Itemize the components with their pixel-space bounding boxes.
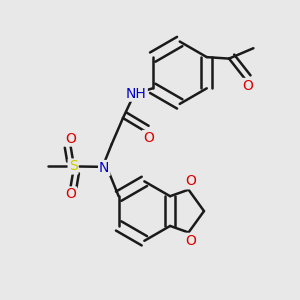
- Text: N: N: [99, 161, 110, 175]
- Text: O: O: [143, 131, 154, 145]
- Text: S: S: [69, 160, 77, 173]
- Text: O: O: [185, 174, 197, 188]
- Text: O: O: [242, 79, 253, 93]
- Text: O: O: [65, 132, 76, 145]
- Text: O: O: [65, 188, 76, 201]
- Text: O: O: [185, 234, 197, 248]
- Text: NH: NH: [126, 87, 147, 101]
